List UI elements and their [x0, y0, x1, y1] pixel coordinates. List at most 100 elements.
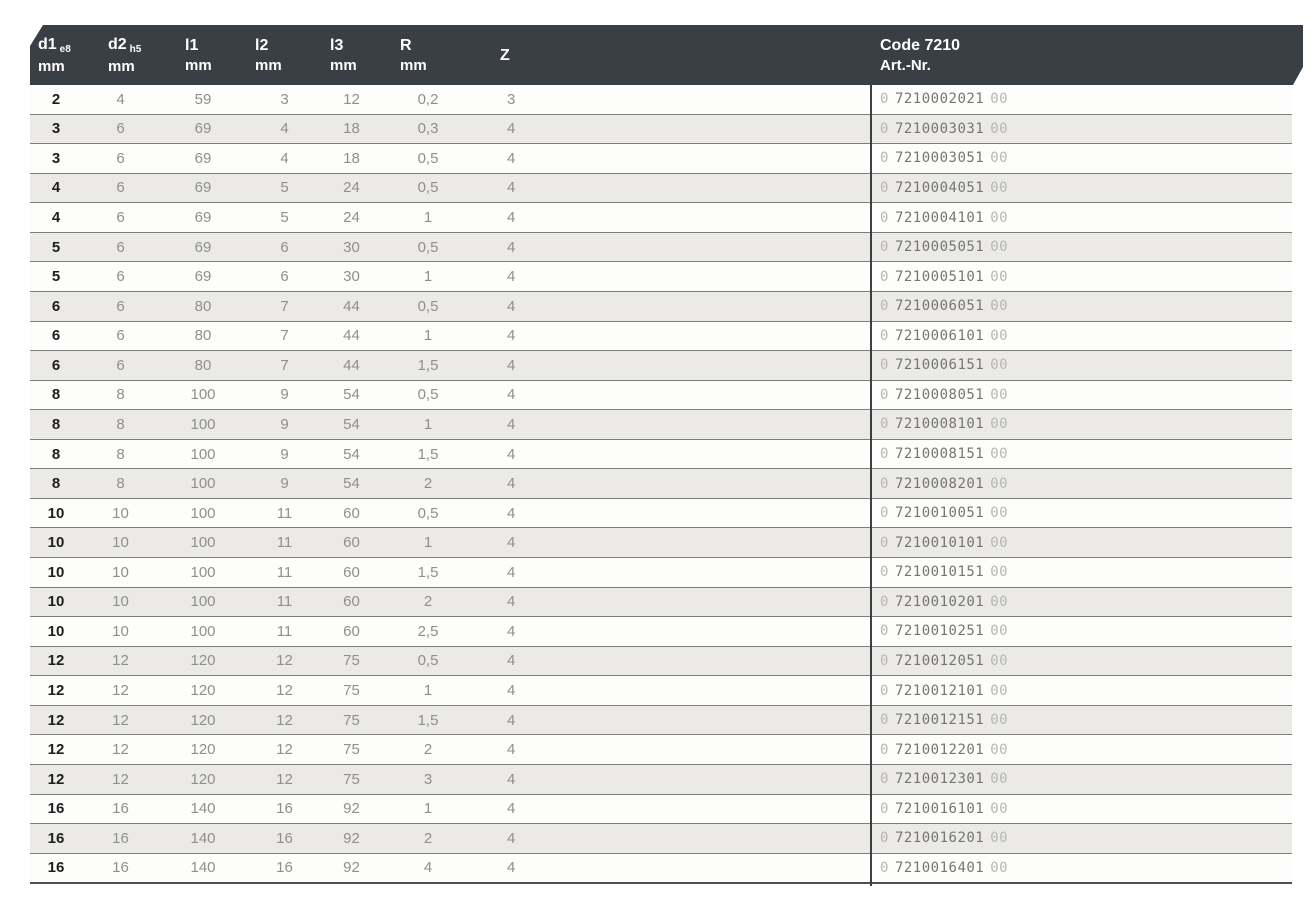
cell-d1: 6: [51, 327, 61, 345]
cell-l1: 100: [190, 622, 216, 640]
article-number: 7210008151: [894, 446, 985, 463]
cell-l2: 9: [280, 445, 289, 463]
cell-d1: 16: [47, 859, 65, 877]
article-number-suffix: 00: [990, 268, 1009, 285]
cell-flutes: 4: [507, 711, 516, 729]
article-number-suffix: 00: [990, 446, 1009, 463]
cell-radius: 0,3: [417, 120, 439, 138]
cell-article-number: 0 7210008151 00: [870, 440, 1292, 469]
cell-article-number: 0 7210010051 00: [870, 499, 1292, 528]
cell-d1: 3: [51, 120, 61, 138]
cell-d1: 12: [47, 682, 65, 700]
cell-l1: 140: [190, 800, 216, 818]
cell-d1: 12: [47, 711, 65, 729]
article-number: 7210010101: [894, 534, 985, 551]
cell-d2: 6: [116, 120, 125, 138]
table-row: 4 6 69 5 24 1 4 0 7210004101 00: [30, 203, 1292, 233]
article-number-prefix: 0: [880, 534, 889, 551]
cell-article-number: 0 7210005101 00: [870, 262, 1292, 291]
cell-radius: 0,5: [417, 652, 439, 670]
article-number: 7210006051: [894, 298, 985, 315]
article-number-prefix: 0: [880, 593, 889, 610]
article-number-prefix: 0: [880, 564, 889, 581]
column-label: R: [400, 37, 412, 54]
article-number-suffix: 00: [990, 357, 1009, 374]
cell-l1: 80: [194, 327, 212, 345]
column-header-code: Code 7210 Art.-Nr.: [870, 25, 1303, 85]
cell-d2: 12: [112, 770, 129, 788]
cell-flutes: 4: [507, 120, 516, 138]
table-row: 16 16 140 16 92 1 4 0 7210016101 00: [30, 794, 1292, 825]
article-number-suffix: 00: [990, 327, 1009, 344]
article-number-suffix: 00: [990, 179, 1009, 196]
cell-l3: 75: [343, 770, 360, 788]
cell-d2: 16: [112, 859, 129, 877]
table-row: 10 10 100 11 60 1 4 0 7210010101 00: [30, 528, 1292, 558]
table-row: 10 10 100 11 60 0,5 4 0 7210010051 00: [30, 498, 1292, 529]
cell-flutes: 4: [507, 327, 516, 345]
cell-l1: 69: [194, 209, 212, 227]
column-unit: Art.-Nr.: [880, 57, 931, 74]
cell-l2: 6: [280, 238, 289, 256]
catalog-table: d1 e8 mm d2 h5 mm l1 mm l2 mm l3 mm R mm Z…: [30, 25, 1303, 886]
cell-l1: 140: [190, 829, 216, 847]
cell-radius: 0,5: [417, 238, 439, 256]
article-number: 7210008051: [894, 386, 985, 403]
cell-l2: 9: [280, 386, 289, 404]
cell-l3: 54: [343, 386, 360, 404]
cell-radius: 1: [423, 682, 433, 700]
cell-flutes: 4: [507, 770, 516, 788]
cell-l3: 75: [343, 711, 360, 729]
article-number-prefix: 0: [880, 416, 889, 433]
cell-l2: 11: [276, 593, 293, 611]
cell-flutes: 4: [507, 563, 516, 581]
cell-d2: 12: [112, 682, 129, 700]
cell-l2: 6: [280, 268, 289, 286]
table-row: 5 6 69 6 30 1 4 0 7210005101 00: [30, 262, 1292, 292]
cell-l3: 54: [343, 445, 360, 463]
article-number-prefix: 0: [880, 239, 889, 256]
cell-l3: 30: [343, 238, 360, 256]
article-number-prefix: 0: [880, 179, 889, 196]
cell-l2: 11: [276, 563, 293, 581]
column-label: d2: [108, 36, 127, 53]
column-unit: mm: [185, 57, 212, 74]
article-number: 7210003051: [894, 150, 985, 167]
cell-d2: 4: [116, 90, 125, 108]
article-number-suffix: 00: [990, 771, 1009, 788]
cell-article-number: 0 7210008101 00: [870, 410, 1292, 439]
cell-d1: 10: [47, 622, 65, 640]
table-row: 6 6 80 7 44 1 4 0 7210006101 00: [30, 321, 1292, 352]
article-number-suffix: 00: [990, 416, 1009, 433]
column-label: l2: [255, 37, 269, 54]
article-number: 7210008101: [894, 416, 985, 433]
article-number-suffix: 00: [990, 120, 1009, 137]
cell-l1: 69: [194, 120, 212, 138]
article-number: 7210012101: [894, 682, 985, 699]
cell-d2: 10: [112, 534, 129, 552]
cell-radius: 2: [423, 593, 433, 611]
cell-l3: 24: [343, 209, 360, 227]
cell-l2: 12: [276, 652, 293, 670]
cell-d1: 12: [47, 741, 65, 759]
cell-l2: 4: [280, 120, 289, 138]
article-number-suffix: 00: [990, 593, 1009, 610]
cell-l2: 12: [276, 770, 293, 788]
cell-l2: 5: [280, 179, 289, 197]
cell-l1: 100: [190, 445, 216, 463]
cell-d1: 16: [47, 829, 65, 847]
cell-article-number: 0 7210010151 00: [870, 558, 1292, 587]
article-number-prefix: 0: [880, 209, 889, 226]
cell-d1: 3: [51, 149, 61, 167]
cell-d1: 10: [47, 593, 65, 611]
cell-flutes: 4: [507, 356, 516, 374]
column-label: Code 7210: [880, 37, 961, 54]
article-number: 7210004051: [894, 179, 985, 196]
column-unit: mm: [38, 58, 65, 75]
article-number-prefix: 0: [880, 91, 889, 108]
article-number-suffix: 00: [990, 534, 1009, 551]
cell-d1: 6: [51, 297, 61, 315]
cell-l2: 7: [280, 356, 289, 374]
cell-radius: 1,5: [417, 711, 439, 729]
cell-flutes: 4: [507, 445, 516, 463]
